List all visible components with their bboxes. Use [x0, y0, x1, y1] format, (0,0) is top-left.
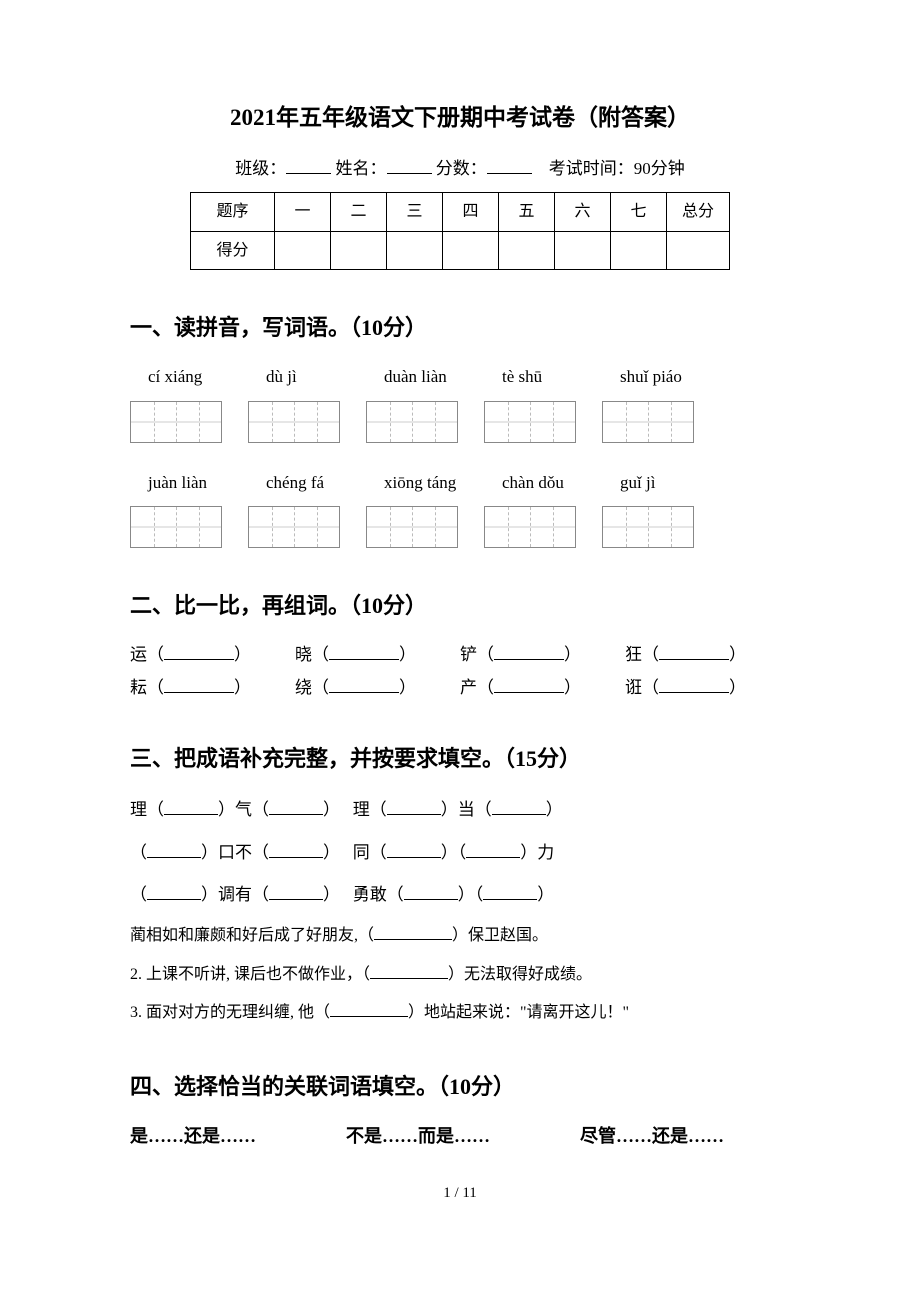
fill-blank[interactable] [374, 924, 452, 940]
section-3-heading: 三、把成语补充完整，并按要求填空。（15分） [130, 741, 790, 776]
score-col-header: 一 [275, 192, 331, 231]
fill-blank[interactable] [659, 643, 729, 660]
pinyin-row-2: juàn liàn chéng fá xiōng táng chàn dǒu g… [140, 469, 790, 496]
section-2-heading: 二、比一比，再组词。（10分） [130, 588, 790, 623]
pinyin-item: chàn dǒu [494, 469, 612, 496]
time-label: 考试时间：90分钟 [549, 159, 685, 178]
fill-blank[interactable] [164, 643, 234, 660]
name-blank[interactable] [387, 157, 432, 174]
pinyin-item: cí xiáng [140, 363, 258, 390]
char-box[interactable] [484, 401, 576, 443]
compare-item: 产（） [460, 674, 625, 701]
name-label: 姓名： [336, 159, 387, 178]
fill-blank[interactable] [147, 841, 201, 858]
fill-blank[interactable] [147, 883, 201, 900]
score-col-header: 七 [611, 192, 667, 231]
char-box[interactable] [130, 401, 222, 443]
score-table-row-label: 得分 [191, 231, 275, 270]
fill-blank[interactable] [269, 798, 323, 815]
page-title: 2021年五年级语文下册期中考试卷（附答案） [130, 100, 790, 137]
section-4-heading: 四、选择恰当的关联词语填空。（10分） [130, 1069, 790, 1104]
answer-boxes-row [130, 401, 790, 443]
compare-item: 晓（） [295, 641, 460, 668]
char-box[interactable] [366, 506, 458, 548]
char-box[interactable] [248, 506, 340, 548]
score-cell[interactable] [331, 231, 387, 270]
pinyin-item: duàn liàn [376, 363, 494, 390]
pinyin-item: shuǐ piáo [612, 363, 730, 390]
fill-blank[interactable] [494, 676, 564, 693]
pinyin-item: tè shū [494, 363, 612, 390]
pinyin-item: dù jì [258, 363, 376, 390]
conjunction-options: 是……还是…… 不是……而是…… 尽管……还是…… [130, 1122, 790, 1151]
fill-blank[interactable] [466, 841, 520, 858]
fill-blank[interactable] [269, 883, 323, 900]
score-col-header: 二 [331, 192, 387, 231]
score-cell[interactable] [275, 231, 331, 270]
char-box[interactable] [366, 401, 458, 443]
compare-item: 绕（） [295, 674, 460, 701]
compare-item: 耘（） [130, 674, 295, 701]
section-1-heading: 一、读拼音，写词语。（10分） [130, 310, 790, 345]
fill-blank[interactable] [387, 841, 441, 858]
score-col-header: 五 [499, 192, 555, 231]
score-col-header: 三 [387, 192, 443, 231]
conjunction-option: 不是……而是…… [346, 1122, 490, 1151]
fill-blank[interactable] [329, 676, 399, 693]
fill-blank[interactable] [164, 676, 234, 693]
char-box[interactable] [602, 506, 694, 548]
score-cell[interactable] [387, 231, 443, 270]
score-cell[interactable] [443, 231, 499, 270]
exam-header-line: 班级： 姓名： 分数： 考试时间：90分钟 [130, 155, 790, 182]
char-box[interactable] [130, 506, 222, 548]
compare-item: 铲（） [460, 641, 625, 668]
compare-item: 运（） [130, 641, 295, 668]
score-col-header: 六 [555, 192, 611, 231]
score-col-header: 总分 [667, 192, 730, 231]
compare-item: 狂（） [625, 641, 790, 668]
fill-blank[interactable] [387, 798, 441, 815]
pinyin-item: guǐ jì [612, 469, 730, 496]
fill-blank[interactable] [269, 841, 323, 858]
char-box[interactable] [248, 401, 340, 443]
fill-blank[interactable] [330, 1001, 408, 1017]
answer-boxes-row [130, 506, 790, 548]
pinyin-item: xiōng táng [376, 469, 494, 496]
score-cell[interactable] [499, 231, 555, 270]
score-cell[interactable] [555, 231, 611, 270]
fill-blank[interactable] [329, 643, 399, 660]
conjunction-option: 是……还是…… [130, 1122, 256, 1151]
char-box[interactable] [484, 506, 576, 548]
class-label: 班级： [235, 159, 286, 178]
conjunction-option: 尽管……还是…… [580, 1122, 724, 1151]
score-cell[interactable] [611, 231, 667, 270]
pinyin-item: juàn liàn [140, 469, 258, 496]
idiom-sentences: 蔺相如和廉颇和好后成了好朋友,（）保卫赵国。 2. 上课不听讲, 课后也不做作业… [130, 921, 790, 1028]
class-blank[interactable] [286, 157, 331, 174]
fill-blank[interactable] [494, 643, 564, 660]
char-box[interactable] [602, 401, 694, 443]
fill-blank[interactable] [404, 883, 458, 900]
score-col-header: 四 [443, 192, 499, 231]
pinyin-row-1: cí xiáng dù jì duàn liàn tè shū shuǐ piá… [140, 363, 790, 390]
fill-blank[interactable] [659, 676, 729, 693]
fill-blank[interactable] [492, 798, 546, 815]
fill-blank[interactable] [483, 883, 537, 900]
score-table-row-label: 题序 [191, 192, 275, 231]
score-cell[interactable] [667, 231, 730, 270]
page-number: 1 / 11 [130, 1181, 790, 1205]
pinyin-item: chéng fá [258, 469, 376, 496]
score-blank[interactable] [487, 157, 532, 174]
compare-grid: 运（） 晓（） 铲（） 狂（） 耘（） 绕（） 产（） 诳（） [130, 641, 790, 701]
idiom-lines: 理（）气（） 理（）当（） （）口不（） 同（）（）力 （）调有（） 勇敢（）（… [130, 794, 790, 911]
compare-item: 诳（） [625, 674, 790, 701]
fill-blank[interactable] [164, 798, 218, 815]
score-label: 分数： [436, 159, 487, 178]
fill-blank[interactable] [370, 963, 448, 979]
score-table: 题序 一 二 三 四 五 六 七 总分 得分 [190, 192, 730, 270]
